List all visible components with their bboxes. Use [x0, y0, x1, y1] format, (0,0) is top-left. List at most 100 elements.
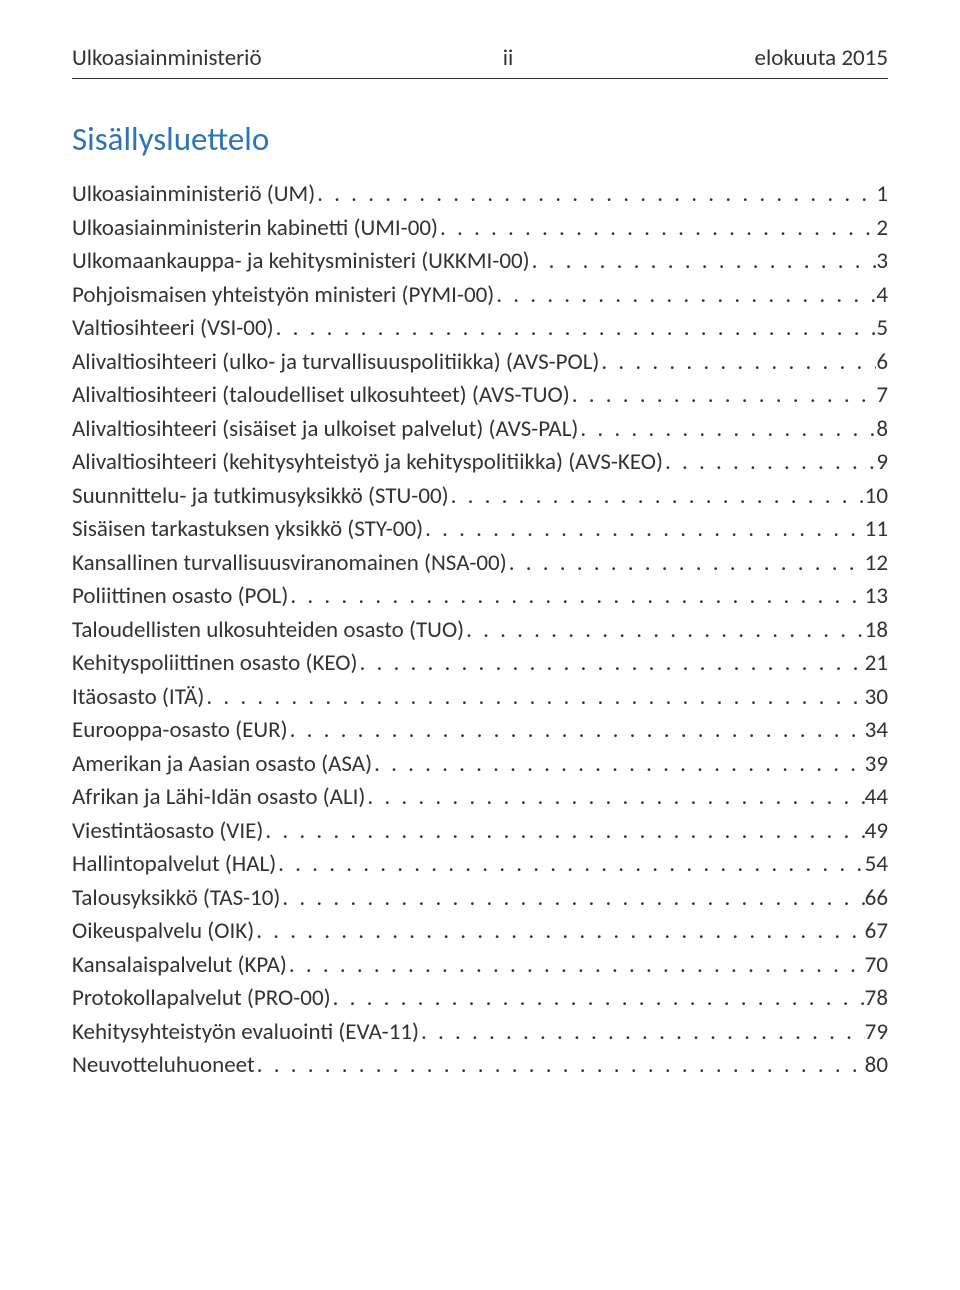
- toc-item[interactable]: Kehityspoliittinen osasto (KEO)21: [72, 652, 888, 675]
- toc-item-page: 79: [865, 1021, 888, 1044]
- toc-item[interactable]: Ulkoasiainministeriö (UM) 1: [72, 183, 888, 206]
- toc-dots: [578, 418, 876, 441]
- toc-item-label: Alivaltiosihteeri (ulko- ja turvallisuus…: [72, 351, 599, 374]
- toc-item[interactable]: Pohjoismaisen yhteistyön ministeri (PYMI…: [72, 284, 888, 307]
- toc-item[interactable]: Alivaltiosihteeri (ulko- ja turvallisuus…: [72, 351, 888, 374]
- toc-item[interactable]: Ulkomaankauppa- ja kehitysministeri (UKK…: [72, 250, 888, 273]
- toc-item[interactable]: Hallintopalvelut (HAL) 54: [72, 853, 888, 876]
- toc-item-page: 3: [876, 250, 888, 273]
- toc-item-label: Ulkomaankauppa- ja kehitysministeri (UKK…: [72, 250, 530, 273]
- toc-item-label: Valtiosihteeri (VSI-00): [72, 317, 274, 340]
- toc-dots: [204, 686, 864, 709]
- toc-item-page: 5: [876, 317, 888, 340]
- toc-dots: [663, 451, 876, 474]
- toc-item[interactable]: Talousyksikkö (TAS-10) 66: [72, 887, 888, 910]
- toc-item[interactable]: Alivaltiosihteeri (taloudelliset ulkosuh…: [72, 384, 888, 407]
- toc-item-label: Amerikan ja Aasian osasto (ASA): [72, 753, 372, 776]
- toc-item-page: 39: [865, 753, 888, 776]
- toc-item-label: Suunnittelu- ja tutkimusyksikkö (STU-00): [72, 485, 449, 508]
- toc-item-label: Eurooppa-osasto (EUR): [72, 719, 288, 742]
- toc-item-label: Itäosasto (ITÄ): [72, 686, 204, 709]
- toc-dots: [423, 518, 865, 541]
- toc-item-page: 21: [865, 652, 888, 675]
- toc-item-label: Alivaltiosihteeri (kehitysyhteistyö ja k…: [72, 451, 663, 474]
- toc-dots: [288, 719, 865, 742]
- toc-item[interactable]: Kansalaispalvelut (KPA)70: [72, 954, 888, 977]
- toc-item-label: Talousyksikkö (TAS-10): [72, 887, 280, 910]
- toc-item-label: Kansallinen turvallisuusviranomainen (NS…: [72, 552, 507, 575]
- toc-item[interactable]: Kehitysyhteistyön evaluointi (EVA-11) 79: [72, 1021, 888, 1044]
- toc-item-label: Alivaltiosihteeri (taloudelliset ulkosuh…: [72, 384, 570, 407]
- toc-dots: [315, 183, 876, 206]
- toc-item-label: Viestintäosasto (VIE): [72, 820, 263, 843]
- toc-item[interactable]: Oikeuspalvelu (OIK)67: [72, 920, 888, 943]
- toc-dots: [357, 652, 864, 675]
- toc-item-page: 8: [876, 418, 888, 441]
- toc-item-label: Sisäisen tarkastuksen yksikkö (STY-00): [72, 518, 423, 541]
- toc-item[interactable]: Poliittinen osasto (POL) 13: [72, 585, 888, 608]
- toc-item-page: 54: [865, 853, 888, 876]
- toc-item-page: 34: [865, 719, 888, 742]
- toc-item[interactable]: Protokollapalvelut (PRO-00) 78: [72, 987, 888, 1010]
- toc-dots: [331, 987, 865, 1010]
- toc-dots: [570, 384, 877, 407]
- toc-item-page: 13: [865, 585, 888, 608]
- toc-item[interactable]: Alivaltiosihteeri (kehitysyhteistyö ja k…: [72, 451, 888, 474]
- toc-dots: [255, 1054, 865, 1077]
- toc-dots: [372, 753, 865, 776]
- toc-item[interactable]: Taloudellisten ulkosuhteiden osasto (TUO…: [72, 619, 888, 642]
- toc-item-label: Taloudellisten ulkosuhteiden osasto (TUO…: [72, 619, 464, 642]
- toc-dots: [287, 954, 865, 977]
- page-header: Ulkoasiainministeriö ii elokuuta 2015: [72, 44, 888, 79]
- toc-dots: [530, 250, 877, 273]
- toc-item[interactable]: Alivaltiosihteeri (sisäiset ja ulkoiset …: [72, 418, 888, 441]
- toc-item-page: 80: [865, 1054, 888, 1077]
- toc-item-page: 30: [865, 686, 888, 709]
- toc-item[interactable]: Viestintäosasto (VIE) 49: [72, 820, 888, 843]
- toc-item-label: Protokollapalvelut (PRO-00): [72, 987, 331, 1010]
- toc-item-page: 44: [865, 786, 888, 809]
- toc-item-label: Afrikan ja Lähi-Idän osasto (ALI): [72, 786, 365, 809]
- toc-dots: [494, 284, 876, 307]
- toc-item[interactable]: Itäosasto (ITÄ) 30: [72, 686, 888, 709]
- toc-item-page: 10: [865, 485, 888, 508]
- toc-dots: [438, 217, 876, 240]
- toc-item-page: 6: [876, 351, 888, 374]
- toc-dots: [507, 552, 865, 575]
- toc-item[interactable]: Afrikan ja Lähi-Idän osasto (ALI) 44: [72, 786, 888, 809]
- toc-item-label: Ulkoasiainministeriö (UM): [72, 183, 315, 206]
- toc-item-page: 7: [876, 384, 888, 407]
- toc-item[interactable]: Valtiosihteeri (VSI-00) 5: [72, 317, 888, 340]
- toc-title: Sisällysluettelo: [72, 119, 888, 159]
- toc-item-page: 12: [865, 552, 888, 575]
- toc-item[interactable]: Sisäisen tarkastuksen yksikkö (STY-00) 11: [72, 518, 888, 541]
- toc-item[interactable]: Kansallinen turvallisuusviranomainen (NS…: [72, 552, 888, 575]
- toc-item[interactable]: Neuvotteluhuoneet80: [72, 1054, 888, 1077]
- toc-item-page: 9: [876, 451, 888, 474]
- toc-item-label: Ulkoasiainministerin kabinetti (UMI-00): [72, 217, 438, 240]
- toc-item-page: 11: [865, 518, 888, 541]
- toc-dots: [449, 485, 865, 508]
- toc-item-label: Alivaltiosihteeri (sisäiset ja ulkoiset …: [72, 418, 578, 441]
- toc-item-page: 49: [865, 820, 888, 843]
- table-of-contents: Ulkoasiainministeriö (UM)1Ulkoasiainmini…: [72, 183, 888, 1077]
- toc-dots: [288, 585, 864, 608]
- toc-item-label: Hallintopalvelut (HAL): [72, 853, 276, 876]
- toc-item-label: Pohjoismaisen yhteistyön ministeri (PYMI…: [72, 284, 494, 307]
- toc-item[interactable]: Amerikan ja Aasian osasto (ASA) 39: [72, 753, 888, 776]
- toc-item-label: Poliittinen osasto (POL): [72, 585, 288, 608]
- toc-dots: [263, 820, 864, 843]
- toc-item-page: 78: [865, 987, 888, 1010]
- toc-item-page: 66: [865, 887, 888, 910]
- toc-dots: [274, 317, 877, 340]
- toc-dots: [365, 786, 864, 809]
- toc-item-page: 18: [865, 619, 888, 642]
- toc-item-page: 1: [876, 183, 888, 206]
- header-left: Ulkoasiainministeriö: [72, 44, 262, 72]
- toc-item[interactable]: Ulkoasiainministerin kabinetti (UMI-00)2: [72, 217, 888, 240]
- toc-dots: [464, 619, 865, 642]
- toc-dots: [254, 920, 864, 943]
- toc-item[interactable]: Suunnittelu- ja tutkimusyksikkö (STU-00)…: [72, 485, 888, 508]
- toc-item[interactable]: Eurooppa-osasto (EUR) 34: [72, 719, 888, 742]
- toc-item-label: Kehitysyhteistyön evaluointi (EVA-11): [72, 1021, 419, 1044]
